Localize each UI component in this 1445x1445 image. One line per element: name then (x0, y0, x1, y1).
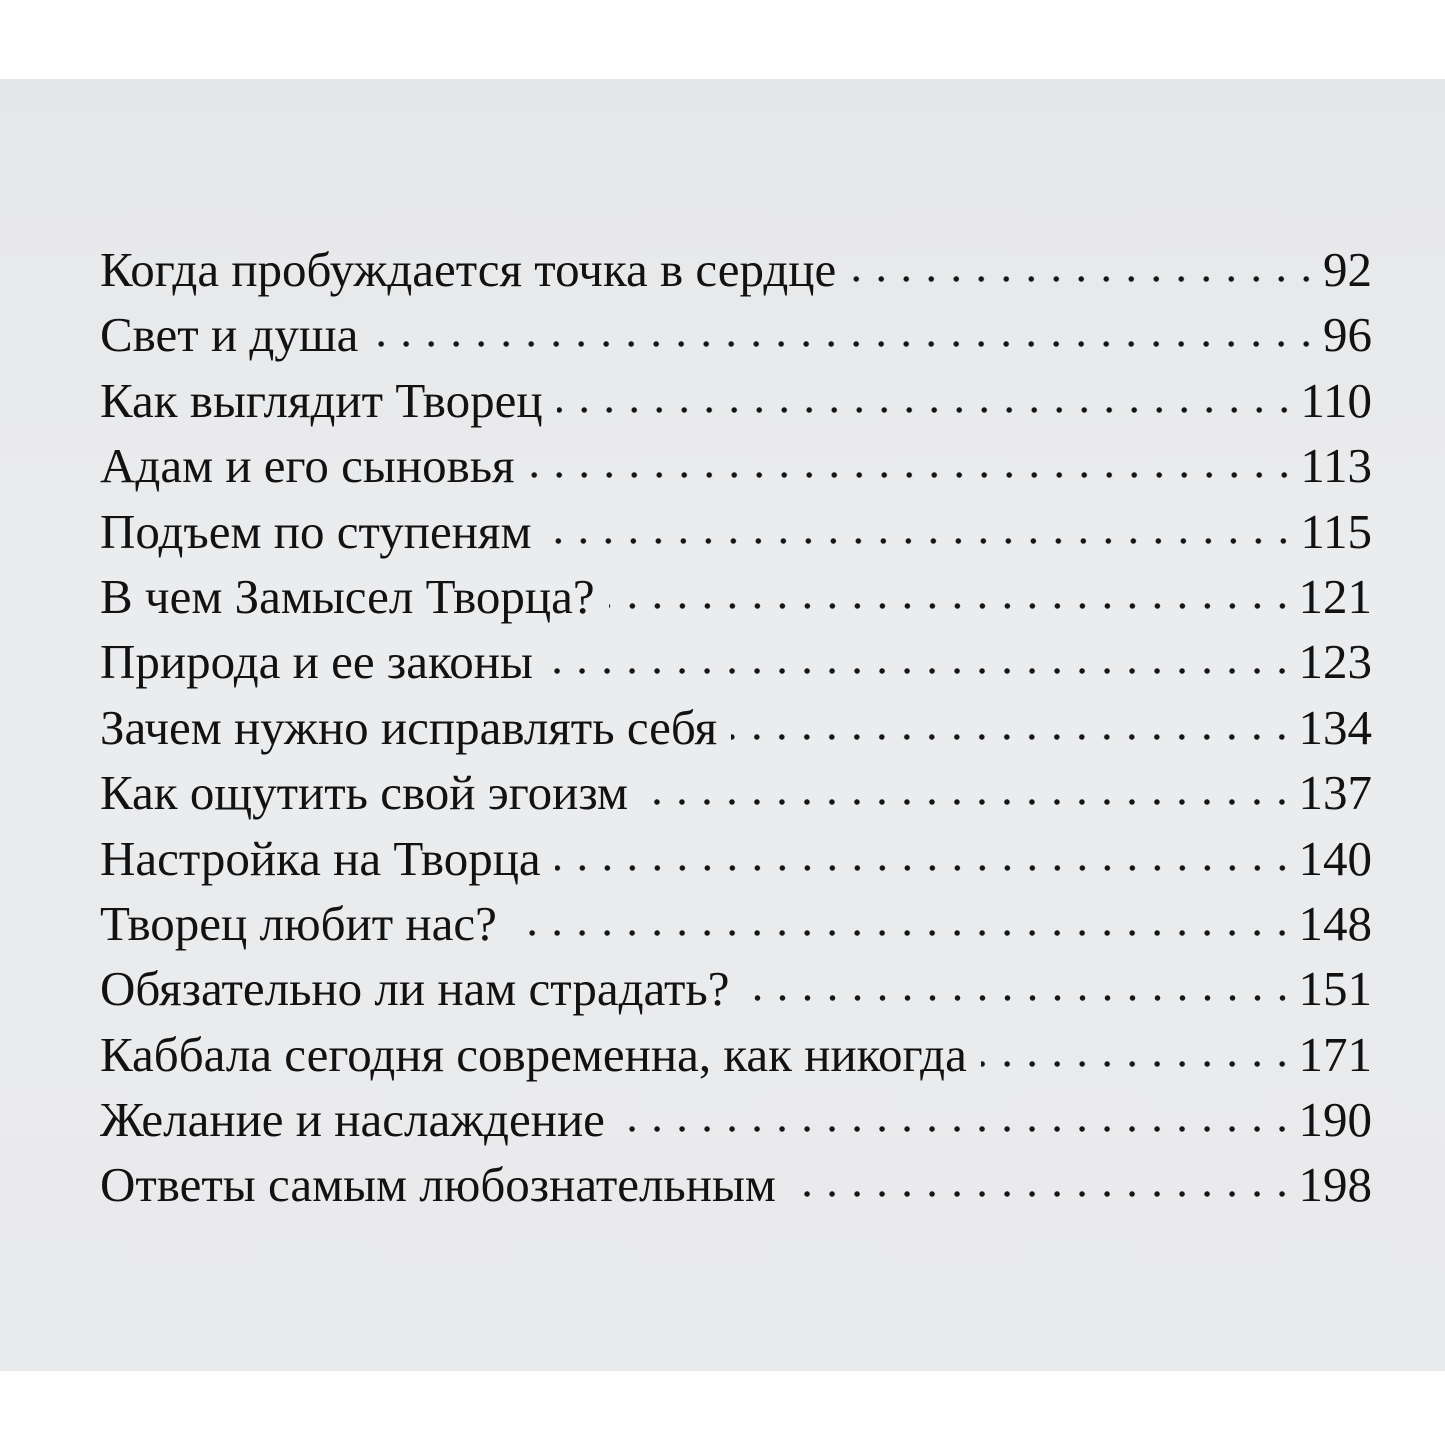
toc-entry-title: Творец любит нас? (100, 895, 497, 951)
toc-entry-title: Природа и ее законы (100, 634, 533, 690)
toc-entry-page: 190 (1298, 1092, 1373, 1148)
toc-entry-page: 121 (1298, 568, 1373, 624)
toc-entry-page: 137 (1298, 765, 1373, 821)
dot-leader (731, 732, 1295, 741)
toc-entry: Адам и его сыновья 113 (100, 433, 1372, 498)
toc-entry-page: 140 (1298, 830, 1373, 886)
toc-entry-page: 148 (1298, 895, 1373, 951)
toc-entry: Желание и наслаждение 190 (100, 1087, 1372, 1152)
dot-leader (642, 798, 1295, 807)
dot-leader (743, 994, 1295, 1003)
toc-entry-page: 113 (1300, 438, 1372, 494)
toc-entry: Подъем по ступеням 115 (100, 499, 1372, 564)
dot-leader (980, 1059, 1295, 1068)
toc-entry-title: Ответы самым любознательным (100, 1157, 776, 1213)
toc-entry-title: Зачем нужно исправлять себя (100, 699, 718, 755)
toc-entry: Зачем нужно исправлять себя 134 (100, 695, 1372, 760)
toc-entry: Творец любит нас? 148 (100, 891, 1372, 956)
toc-entry-title: Настройка на Творца (100, 830, 541, 886)
toc-entry-title: Каббала сегодня современна, как никогда (100, 1026, 967, 1082)
toc-entry: Как ощутить свой эгоизм 137 (100, 760, 1372, 825)
dot-leader (554, 863, 1295, 872)
toc-entry: Ответы самым любознательным 198 (100, 1152, 1372, 1217)
dot-leader (372, 340, 1319, 349)
dot-leader (850, 275, 1319, 283)
toc-entry: Настройка на Творца 140 (100, 826, 1372, 891)
toc-entry-page: 110 (1300, 372, 1372, 428)
toc-entry-page: 134 (1298, 699, 1373, 755)
toc-entry-page: 198 (1298, 1157, 1373, 1213)
toc-entry: Природа и ее законы 123 (100, 629, 1372, 694)
dot-leader (618, 1125, 1295, 1134)
book-page: Когда пробуждается точка в сердце 92 Свет … (0, 79, 1445, 1371)
table-of-contents: Когда пробуждается точка в сердце 92 Свет … (100, 237, 1372, 1218)
toc-entry-title: Как ощутить свой эгоизм (100, 765, 629, 821)
toc-entry-title: Как выглядит Творец (100, 372, 543, 428)
dot-leader (528, 471, 1297, 480)
toc-entry: Обязательно ли нам страдать? 151 (100, 956, 1372, 1021)
toc-entry-page: 92 (1323, 242, 1372, 297)
dot-leader (545, 536, 1297, 545)
toc-entry: В чем Замысел Творца? 121 (100, 564, 1372, 629)
toc-entry: Каббала сегодня современна, как никогда 1… (100, 1022, 1372, 1087)
toc-entry-page: 115 (1300, 503, 1372, 559)
dot-leader (510, 928, 1295, 937)
toc-entry-page: 123 (1298, 634, 1373, 690)
toc-entry-title: Желание и наслаждение (100, 1092, 605, 1148)
toc-entry: Когда пробуждается точка в сердце 92 (100, 237, 1372, 302)
toc-entry-page: 151 (1298, 961, 1373, 1017)
dot-leader (608, 601, 1295, 610)
toc-entry: Как выглядит Творец 110 (100, 368, 1372, 433)
toc-entry-page: 96 (1323, 307, 1372, 363)
toc-entry-title: Свет и душа (100, 307, 359, 363)
toc-entry: Свет и душа 96 (100, 302, 1372, 367)
dot-leader (556, 405, 1297, 414)
toc-entry-title: Подъем по ступеням (100, 503, 532, 559)
dot-leader (546, 667, 1295, 676)
toc-entry-title: Адам и его сыновья (100, 438, 515, 494)
toc-entry-title: В чем Замысел Творца? (100, 568, 595, 624)
toc-entry-title: Обязательно ли нам страдать? (100, 961, 730, 1017)
toc-entry-title: Когда пробуждается точка в сердце (100, 242, 837, 297)
dot-leader (789, 1190, 1295, 1199)
toc-entry-page: 171 (1298, 1026, 1373, 1082)
